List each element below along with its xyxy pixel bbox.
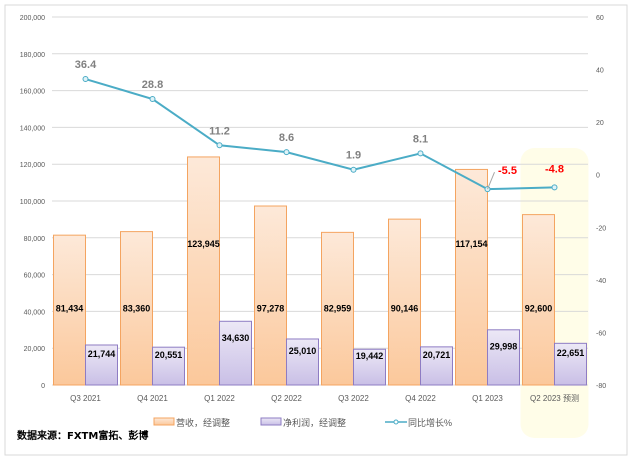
- net-profit-data-label: 19,442: [356, 351, 384, 361]
- left-axis-tick: 0: [41, 383, 45, 390]
- growth-data-label: 8.6: [279, 132, 294, 144]
- bar-net-profit: [487, 329, 520, 386]
- net-profit-data-label: 20,551: [155, 350, 183, 360]
- legend-label: 营收，经调整: [176, 417, 230, 428]
- bar-net-profit: [554, 342, 587, 386]
- right-axis-tick: -20: [596, 225, 606, 232]
- revenue-data-label: 82,959: [324, 303, 352, 313]
- left-axis-tick: 180,000: [20, 52, 45, 59]
- category-label: Q3 2022: [338, 394, 369, 403]
- growth-point: [417, 150, 424, 157]
- net-profit-data-label: 22,651: [557, 348, 585, 358]
- bar-net-profit: [85, 344, 118, 386]
- net-profit-data-label: 34,630: [222, 333, 250, 343]
- revenue-data-label: 97,278: [257, 303, 285, 313]
- revenue-data-label: 83,360: [123, 303, 151, 313]
- growth-data-label: 11.2: [209, 125, 230, 137]
- bar-revenue: [455, 168, 488, 386]
- growth-point: [149, 96, 156, 103]
- source-note: 数据来源：FXTM富拓、彭博: [17, 431, 149, 442]
- revenue-data-label: 92,600: [525, 303, 553, 313]
- category-label: Q1 2023: [472, 394, 503, 403]
- bar-revenue: [120, 231, 153, 386]
- bar-revenue: [53, 234, 86, 386]
- revenue-data-label: 123,945: [187, 239, 220, 249]
- bar-revenue: [321, 231, 354, 386]
- growth-point: [283, 149, 290, 156]
- left-axis-tick: 80,000: [24, 236, 46, 243]
- left-axis-tick: 60,000: [24, 273, 46, 280]
- net-profit-data-label: 29,998: [490, 341, 518, 351]
- bar-net-profit: [286, 338, 319, 386]
- category-label: Q1 2022: [204, 394, 235, 403]
- bar-revenue: [254, 205, 287, 386]
- left-axis-tick: 100,000: [20, 199, 45, 206]
- category-label: Q4 2022: [405, 394, 436, 403]
- legend-label: 净利润，经调整: [283, 417, 346, 428]
- revenue-data-label: 90,146: [391, 303, 419, 313]
- growth-point: [82, 76, 89, 83]
- growth-line: [85, 78, 555, 191]
- left-axis-tick: 120,000: [20, 162, 45, 169]
- growth-data-label: -4.8: [545, 163, 564, 175]
- net-profit-data-label: 21,744: [88, 349, 116, 359]
- growth-data-label: 8.1: [413, 133, 428, 145]
- left-axis-tick: 40,000: [24, 309, 46, 316]
- growth-data-label: 36.4: [75, 59, 97, 71]
- growth-point: [350, 166, 357, 173]
- net-profit-data-label: 25,010: [289, 346, 317, 356]
- right-axis-tick: 0: [596, 173, 600, 180]
- growth-point: [216, 142, 223, 149]
- growth-data-label: -5.5: [498, 165, 517, 177]
- category-label: Q2 2022: [271, 394, 302, 403]
- right-axis-tick: -80: [596, 383, 606, 390]
- legend-swatch-marker: [393, 419, 399, 425]
- category-label: Q2 2023 预测: [530, 393, 579, 403]
- category-label: Q4 2021: [137, 394, 168, 403]
- bar-revenue: [187, 156, 220, 386]
- left-axis-tick: 160,000: [20, 89, 45, 96]
- bar-revenue: [388, 218, 421, 386]
- legend-label: 同比增长%: [408, 417, 452, 428]
- bar-revenue: [522, 214, 555, 386]
- right-axis-tick: -40: [596, 278, 606, 285]
- right-axis-tick: 60: [596, 15, 604, 22]
- left-axis-tick: 200,000: [20, 15, 45, 22]
- legend-swatch: [260, 417, 282, 426]
- left-axis-tick: 20,000: [24, 346, 46, 353]
- bar-net-profit: [152, 346, 185, 386]
- leader-line: [487, 171, 495, 190]
- revenue-data-label: 117,154: [455, 239, 487, 249]
- growth-point: [551, 184, 558, 191]
- legend-swatch: [153, 417, 175, 426]
- bar-net-profit: [219, 320, 252, 386]
- right-axis-tick: 20: [596, 120, 604, 127]
- net-profit-data-label: 20,721: [423, 350, 451, 360]
- revenue-data-label: 81,434: [56, 303, 84, 313]
- left-axis-tick: 140,000: [20, 125, 45, 132]
- category-label: Q3 2021: [70, 394, 101, 403]
- growth-data-label: 28.8: [142, 79, 163, 91]
- right-axis-tick: 40: [596, 68, 604, 75]
- bar-net-profit: [420, 346, 453, 386]
- bar-net-profit: [353, 348, 386, 386]
- right-axis-tick: -60: [596, 330, 606, 337]
- growth-data-label: 1.9: [346, 150, 361, 162]
